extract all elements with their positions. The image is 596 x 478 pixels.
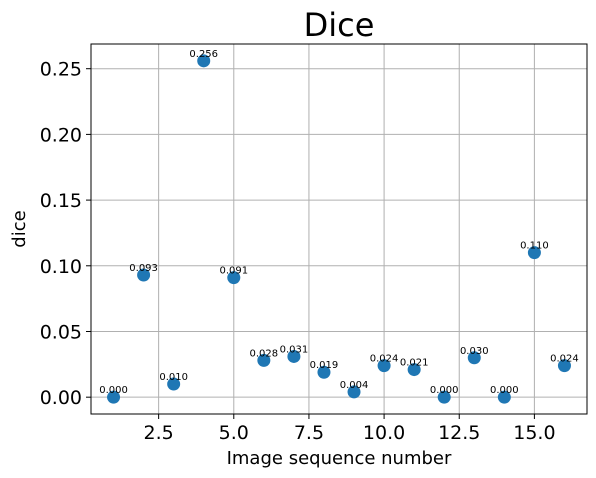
data-point — [227, 271, 241, 285]
data-label: 0.024 — [550, 354, 579, 365]
data-point — [317, 365, 331, 379]
x-tick-label: 15.0 — [513, 422, 555, 444]
data-point — [257, 353, 271, 367]
data-label: 0.110 — [520, 241, 549, 252]
chart-title: Dice — [304, 6, 375, 44]
grid — [91, 44, 587, 414]
y-tick-label: 0.15 — [40, 190, 82, 212]
data-label: 0.091 — [219, 266, 248, 277]
data-point — [107, 390, 121, 404]
data-label: 0.028 — [250, 348, 279, 359]
x-tick-label: 7.5 — [294, 422, 324, 444]
data-point — [407, 363, 421, 377]
data-label: 0.093 — [129, 263, 158, 274]
x-axis-label: Image sequence number — [227, 448, 452, 469]
data-label: 0.030 — [460, 346, 489, 357]
data-point — [527, 246, 541, 260]
plot-frame — [90, 43, 588, 415]
x-tick-label: 2.5 — [144, 422, 174, 444]
data-point — [287, 349, 301, 363]
x-tick-label: 12.5 — [438, 422, 480, 444]
data-label: 0.010 — [159, 372, 188, 383]
y-axis-ticks: 0.00 0.05 0.10 0.15 0.20 0.25 — [40, 59, 91, 409]
data-label: 0.019 — [310, 360, 339, 371]
data-point — [437, 390, 451, 404]
data-point — [497, 390, 511, 404]
y-tick-label: 0.05 — [40, 321, 82, 343]
data-label: 0.000 — [430, 385, 459, 396]
data-label: 0.021 — [400, 358, 429, 369]
data-label: 0.024 — [370, 354, 399, 365]
data-label: 0.000 — [490, 385, 519, 396]
data-point — [197, 54, 211, 68]
data-point — [167, 377, 181, 391]
data-labels: 0.000 0.093 0.010 0.256 0.091 0.028 0.0310.019… — [99, 49, 579, 396]
data-points — [107, 54, 571, 404]
data-point — [377, 359, 391, 373]
y-tick-label: 0.25 — [40, 59, 82, 81]
data-label: 0.256 — [189, 49, 218, 60]
x-axis-ticks: 2.5 5.0 7.5 10.0 12.5 15.0 — [144, 414, 556, 444]
data-label: 0.000 — [99, 385, 128, 396]
x-tick-label: 10.0 — [363, 422, 405, 444]
data-label: 0.031 — [280, 344, 309, 355]
y-tick-label: 0.20 — [40, 124, 82, 146]
data-point — [557, 359, 571, 373]
y-tick-label: 0.00 — [40, 387, 82, 409]
x-tick-label: 5.0 — [219, 422, 249, 444]
data-point — [347, 385, 361, 399]
y-axis-label: dice — [9, 210, 30, 247]
data-label: 0.004 — [340, 380, 369, 391]
y-tick-label: 0.10 — [40, 256, 82, 278]
data-point — [137, 268, 151, 282]
data-point — [467, 351, 481, 365]
